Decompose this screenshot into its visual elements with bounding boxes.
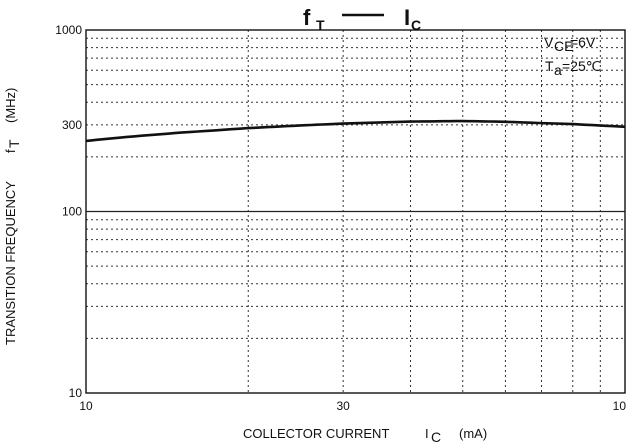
condition-vce-sub: CE [554,38,573,54]
y-tick-label: 100 [62,205,82,219]
x-axis-label-symbol-sub: C [431,429,441,443]
y-axis-label-unit: (MHz) [3,88,18,123]
x-tick-label: 10 [79,399,93,413]
x-tick-label: 30 [336,399,350,413]
x-tick-label: 10 [613,399,627,413]
x-axis-label-symbol: I [425,426,429,441]
condition-ta-sub: a [554,62,562,78]
title-left-sub: T [316,17,325,33]
title-left: f [303,5,311,30]
x-ticks: 10 30 10 [79,399,626,413]
condition-ta-main: T [545,58,554,74]
condition-vce-rest: =6V [570,34,596,50]
title-right-sub: C [411,17,421,33]
conditions: V CE =6V T a =25℃ [544,34,601,78]
condition-vce-main: V [544,34,554,50]
y-tick-label: 1000 [55,23,82,37]
x-axis-label-unit: (mA) [459,426,487,441]
y-axis-label-symbol: f [3,149,18,153]
y-ticks: 10 100 300 1000 [55,23,82,400]
condition-ta-rest: =25℃ [562,58,601,74]
y-axis-label: TRANSITION FREQUENCY f T (MHz) [3,88,22,345]
x-axis-label: COLLECTOR CURRENT I C (mA) [243,426,487,443]
series-line [85,119,626,143]
x-axis-label-text: COLLECTOR CURRENT [243,426,389,441]
y-axis-label-text: TRANSITION FREQUENCY [3,181,18,345]
y-tick-label: 300 [62,118,82,132]
chart-title: f T I C [303,5,421,33]
y-tick-label: 10 [69,386,83,400]
plot-frame [85,29,626,394]
y-axis-label-symbol-sub: T [6,139,22,148]
title-right: I [404,5,410,30]
